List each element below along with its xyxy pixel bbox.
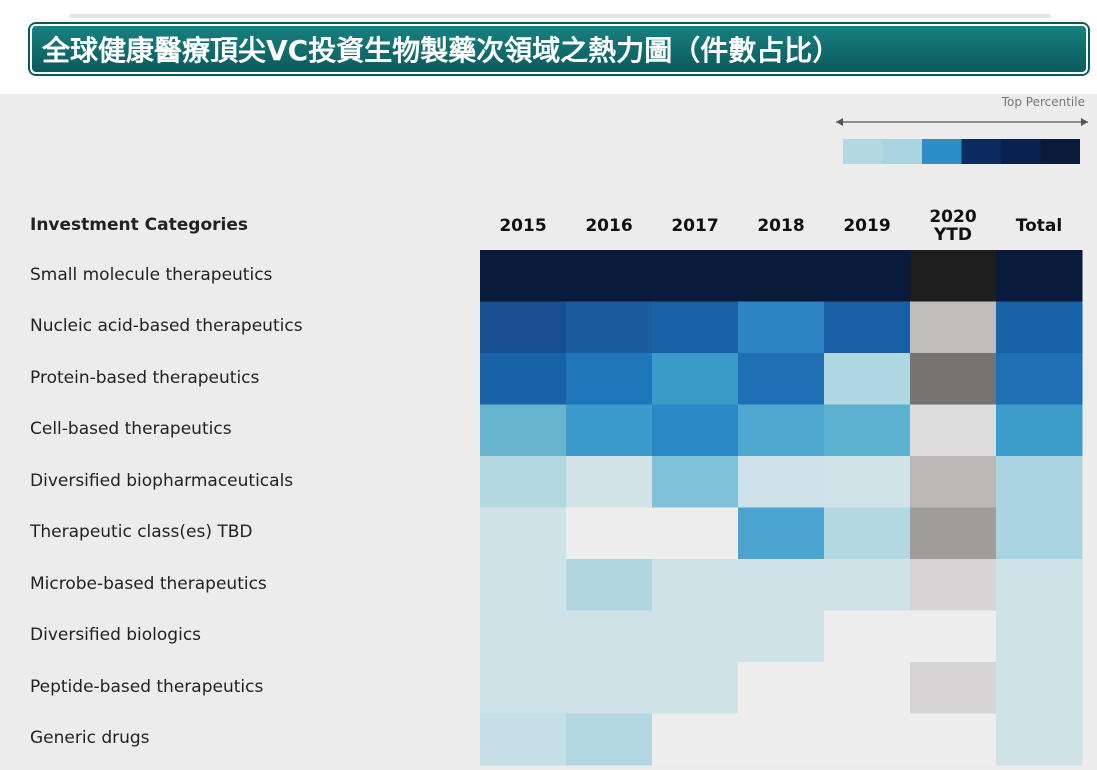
row-label: Generic drugs [30,728,150,749]
heat-cell [910,353,997,405]
heat-cell [910,456,997,508]
heat-cell [824,713,911,766]
legend-swatch [961,139,1001,164]
heat-cell [824,301,911,354]
legend-label: Top Percentile [1001,95,1085,109]
heat-cell [996,301,1083,354]
title-banner: 全球健康醫療頂尖VC投資生物製藥次領域之熱力圖（件數占比） [30,24,1088,74]
column-header: 2020 YTD [929,207,977,245]
heat-cell [480,353,567,405]
heat-cell [566,250,653,302]
heat-cell [996,456,1083,508]
row-label: Diversified biologics [30,625,202,646]
column-header: 2019 [843,216,891,236]
row-label: Protein-based therapeutics [30,367,260,388]
heat-cell [652,713,739,766]
row-header: Investment Categories [30,215,248,235]
heat-cell [824,456,911,508]
heat-cell [824,353,911,405]
heat-cell [652,507,739,560]
heat-cell [910,610,997,663]
heat-cell [996,353,1083,405]
heat-cell [652,404,739,457]
heat-cell [738,507,825,560]
heat-cell [910,404,997,457]
heat-cell [566,507,653,560]
column-header: 2015 [499,216,547,236]
heat-cell [996,250,1083,302]
top-rule [70,14,1050,18]
heat-cell [738,250,825,302]
row-label: Nucleic acid-based therapeutics [30,316,303,337]
row-label: Microbe-based therapeutics [30,573,267,594]
heat-cell [566,610,653,663]
column-header: 2016 [585,216,633,236]
heat-cell [910,507,997,560]
heat-cell [738,456,825,508]
heat-cell [824,404,911,457]
heat-cell [652,559,739,611]
heat-cell [996,404,1083,457]
heat-cell [480,404,567,457]
heat-cell [910,559,997,611]
heat-cell [566,404,653,457]
heat-cell [652,250,739,302]
heat-cell [738,610,825,663]
heat-cell [738,662,825,714]
heat-cell [480,250,567,302]
heat-cell [824,559,911,611]
heat-cell [738,404,825,457]
heat-cell [480,507,567,560]
heat-cell [738,353,825,405]
heat-cell [480,662,567,714]
heat-cell [566,662,653,714]
heat-cell [738,301,825,354]
row-label: Peptide-based therapeutics [30,676,264,697]
heat-cell [824,507,911,560]
heat-cell [480,456,567,508]
heat-cell [738,559,825,611]
heat-cell [566,559,653,611]
heat-cell [910,250,997,302]
heat-cell [480,713,567,766]
heat-cell [824,610,911,663]
heat-cell [824,250,911,302]
heat-cell [996,507,1083,560]
heat-cell [480,301,567,354]
column-header: Total [1015,216,1063,236]
column-header: 2018 [757,216,805,236]
heat-cell [824,662,911,714]
column-header: 2017 [671,216,719,236]
heat-cell [566,456,653,508]
heat-cell [652,662,739,714]
heat-cell [738,713,825,766]
heat-cell [566,353,653,405]
row-label: Diversified biopharmaceuticals [30,470,294,491]
row-label: Therapeutic class(es) TBD [30,522,253,543]
heat-cell [480,610,567,663]
heat-cell [566,713,653,766]
heat-cell [480,559,567,611]
heat-cell [652,610,739,663]
legend-swatch [882,139,922,164]
heat-cell [566,301,653,354]
heat-cell [910,301,997,354]
heat-cell [910,713,997,766]
heat-cell [910,662,997,714]
legend-swatch [1001,139,1041,164]
legend-swatch [922,139,962,164]
heat-cell [652,353,739,405]
row-label: Cell-based therapeutics [30,419,232,440]
heat-cell [652,301,739,354]
legend-swatch [843,139,883,164]
heat-cell [652,456,739,508]
heat-cell [996,610,1083,663]
heat-cell [996,713,1083,766]
heat-cell [996,559,1083,611]
heat-cell [996,662,1083,714]
legend-swatch [1040,139,1080,164]
row-label: Small molecule therapeutics [30,264,273,285]
